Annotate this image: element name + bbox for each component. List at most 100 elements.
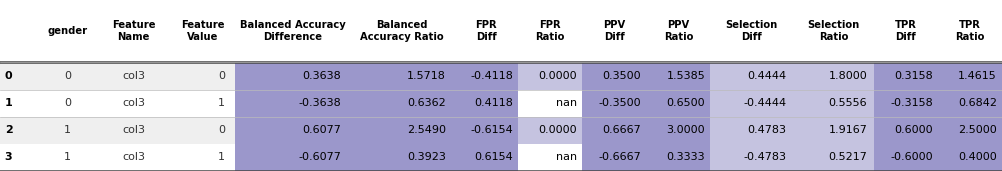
Text: -0.6000: -0.6000 [890, 152, 933, 162]
Bar [0, 90, 39, 117]
Text: 0.6000: 0.6000 [894, 125, 933, 135]
Text: 0.6667: 0.6667 [602, 125, 641, 135]
Bar [170, 90, 234, 117]
Text: nan: nan [556, 98, 577, 108]
Bar [234, 0, 351, 62]
Bar [454, 62, 518, 90]
Bar [96, 144, 170, 171]
Bar [938, 144, 1002, 171]
Bar [646, 62, 710, 90]
Bar [39, 117, 96, 144]
Bar [794, 62, 874, 90]
Bar [518, 90, 582, 117]
Bar [710, 0, 794, 62]
Text: 0.6500: 0.6500 [666, 98, 705, 108]
Text: TPR
Diff: TPR Diff [895, 20, 917, 42]
Bar [874, 117, 938, 144]
Text: -0.4118: -0.4118 [470, 71, 513, 81]
Bar [0, 0, 39, 62]
Bar [794, 144, 874, 171]
Text: 0.5556: 0.5556 [829, 98, 868, 108]
Bar [234, 117, 351, 144]
Text: TPR
Ratio: TPR Ratio [955, 20, 985, 42]
Text: 0.6842: 0.6842 [958, 98, 997, 108]
Text: 2: 2 [5, 125, 12, 135]
Bar [710, 144, 794, 171]
Bar [0, 144, 39, 171]
Bar [874, 62, 938, 90]
Text: 0: 0 [218, 125, 225, 135]
Text: 0: 0 [218, 71, 225, 81]
Bar [874, 144, 938, 171]
Bar [170, 0, 234, 62]
Text: Selection
Diff: Selection Diff [725, 20, 778, 42]
Bar [351, 0, 454, 62]
Bar [938, 0, 1002, 62]
Text: -0.6077: -0.6077 [299, 152, 342, 162]
Bar [582, 0, 646, 62]
Bar [170, 117, 234, 144]
Text: nan: nan [556, 152, 577, 162]
Bar [794, 90, 874, 117]
Bar [351, 90, 454, 117]
Text: 0.6154: 0.6154 [474, 152, 513, 162]
Text: 0.3158: 0.3158 [894, 71, 933, 81]
Text: 0.3923: 0.3923 [407, 152, 446, 162]
Bar [351, 117, 454, 144]
Text: -0.6154: -0.6154 [470, 125, 513, 135]
Text: 1.4615: 1.4615 [958, 71, 997, 81]
Bar [794, 0, 874, 62]
Text: 0.6362: 0.6362 [407, 98, 446, 108]
Text: PPV
Diff: PPV Diff [603, 20, 625, 42]
Bar [582, 117, 646, 144]
Bar [454, 90, 518, 117]
Bar [874, 90, 938, 117]
Text: 1: 1 [64, 152, 71, 162]
Bar [518, 0, 582, 62]
Text: 1: 1 [218, 98, 225, 108]
Text: gender: gender [48, 26, 88, 36]
Text: Balanced Accuracy
Difference: Balanced Accuracy Difference [239, 20, 346, 42]
Bar [646, 90, 710, 117]
Bar [794, 117, 874, 144]
Bar [938, 62, 1002, 90]
Text: 1: 1 [64, 125, 71, 135]
Bar [0, 117, 39, 144]
Text: -0.3158: -0.3158 [890, 98, 933, 108]
Text: col3: col3 [122, 125, 145, 135]
Text: col3: col3 [122, 152, 145, 162]
Text: 0.4118: 0.4118 [474, 98, 513, 108]
Bar [938, 90, 1002, 117]
Bar [39, 62, 96, 90]
Text: -0.3638: -0.3638 [299, 98, 342, 108]
Bar [96, 0, 170, 62]
Bar [39, 144, 96, 171]
Text: 0.3638: 0.3638 [303, 71, 342, 81]
Text: 0: 0 [64, 98, 71, 108]
Text: Balanced
Accuracy Ratio: Balanced Accuracy Ratio [361, 20, 444, 42]
Text: 1.5718: 1.5718 [407, 71, 446, 81]
Bar [646, 117, 710, 144]
Bar [39, 90, 96, 117]
Bar [39, 0, 96, 62]
Text: -0.4783: -0.4783 [743, 152, 787, 162]
Bar [170, 62, 234, 90]
Text: 1.9167: 1.9167 [829, 125, 868, 135]
Bar [96, 117, 170, 144]
Text: col3: col3 [122, 71, 145, 81]
Bar [518, 144, 582, 171]
Bar [710, 90, 794, 117]
Text: 0.4783: 0.4783 [747, 125, 787, 135]
Text: col3: col3 [122, 98, 145, 108]
Bar [646, 0, 710, 62]
Text: 3: 3 [5, 152, 12, 162]
Bar [234, 144, 351, 171]
Text: Selection
Ratio: Selection Ratio [808, 20, 860, 42]
Text: Feature
Value: Feature Value [181, 20, 224, 42]
Text: 0.3500: 0.3500 [602, 71, 641, 81]
Text: 1: 1 [5, 98, 12, 108]
Text: 0: 0 [5, 71, 12, 81]
Text: 0.4000: 0.4000 [958, 152, 997, 162]
Text: 0.6077: 0.6077 [303, 125, 342, 135]
Bar [874, 0, 938, 62]
